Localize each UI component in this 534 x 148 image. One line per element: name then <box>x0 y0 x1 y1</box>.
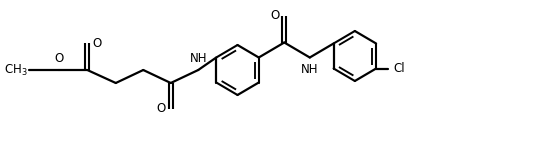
Text: NH: NH <box>190 52 207 65</box>
Text: Cl: Cl <box>394 62 405 75</box>
Text: NH: NH <box>301 62 318 75</box>
Text: CH$_3$: CH$_3$ <box>4 62 27 78</box>
Text: O: O <box>54 52 64 65</box>
Text: O: O <box>92 37 101 49</box>
Text: O: O <box>156 103 166 115</box>
Text: O: O <box>270 9 279 22</box>
